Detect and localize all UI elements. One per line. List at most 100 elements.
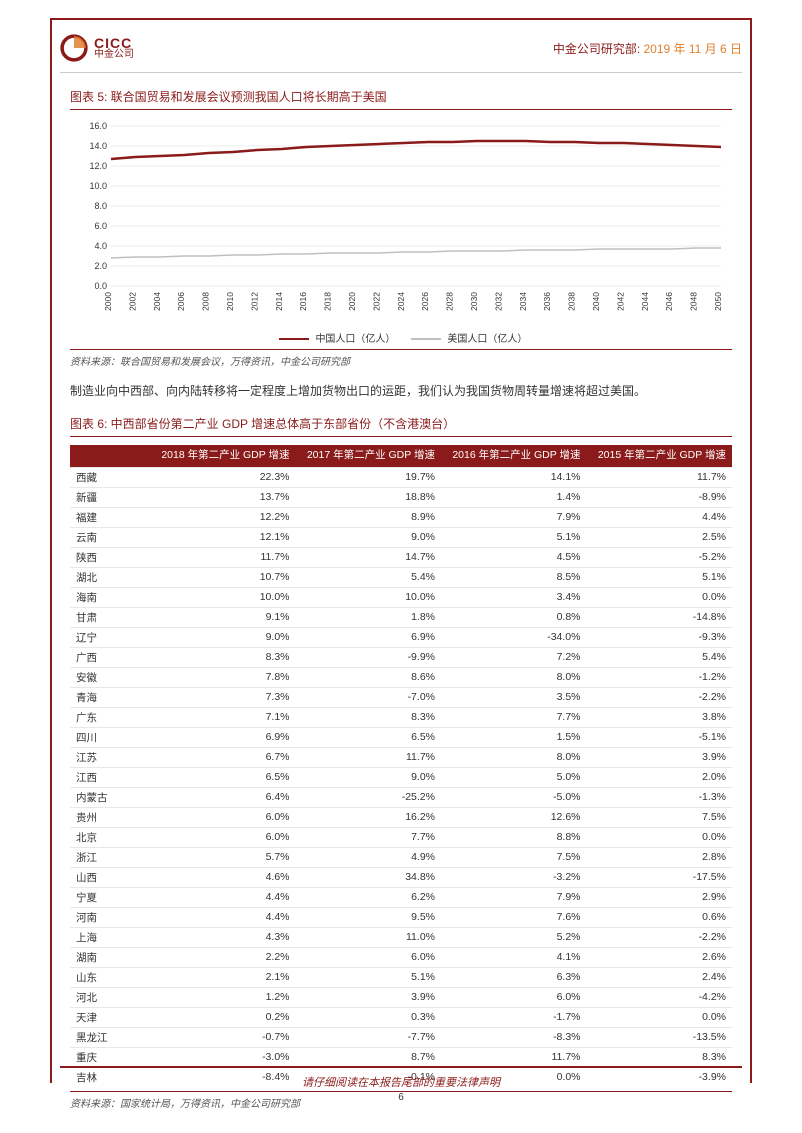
svg-text:2050: 2050 — [713, 292, 723, 311]
table-cell: 江苏 — [70, 747, 150, 767]
table-cell: -1.7% — [441, 1007, 587, 1027]
table-cell: 宁夏 — [70, 887, 150, 907]
table-cell: 3.4% — [441, 587, 587, 607]
table-cell: 0.0% — [587, 827, 733, 847]
svg-text:2032: 2032 — [493, 292, 503, 311]
table-cell: 5.4% — [296, 567, 442, 587]
table-cell: 广西 — [70, 647, 150, 667]
table-row: 江苏6.7%11.7%8.0%3.9% — [70, 747, 732, 767]
svg-text:2014: 2014 — [274, 292, 284, 311]
table-cell: 4.4% — [150, 887, 296, 907]
table-cell: 9.0% — [296, 767, 442, 787]
table-cell: 10.0% — [296, 587, 442, 607]
table-row: 福建12.2%8.9%7.9%4.4% — [70, 507, 732, 527]
table-cell: -2.2% — [587, 687, 733, 707]
table-cell: 7.9% — [441, 507, 587, 527]
page-header: CICC 中金公司 中金公司研究部: 2019 年 11 月 6 日 — [60, 28, 742, 68]
table-cell: 12.6% — [441, 807, 587, 827]
table-cell: 5.1% — [587, 567, 733, 587]
table-cell: 新疆 — [70, 487, 150, 507]
table-cell: 11.7% — [441, 1047, 587, 1067]
table-cell: 5.1% — [296, 967, 442, 987]
svg-text:4.0: 4.0 — [94, 241, 107, 251]
report-date: 2019 年 11 月 6 日 — [644, 42, 743, 56]
table-cell: 河南 — [70, 907, 150, 927]
table-cell: 11.7% — [587, 467, 733, 487]
table-cell: 7.5% — [587, 807, 733, 827]
table-cell: 2.9% — [587, 887, 733, 907]
table-cell: 2.6% — [587, 947, 733, 967]
svg-text:2010: 2010 — [225, 292, 235, 311]
dept-label: 中金公司研究部: — [553, 42, 640, 56]
table-cell: 江西 — [70, 767, 150, 787]
table-header-row: 2018 年第二产业 GDP 增速2017 年第二产业 GDP 增速2016 年… — [70, 445, 732, 467]
table-cell: 4.9% — [296, 847, 442, 867]
table-cell: 2.1% — [150, 967, 296, 987]
table-row: 新疆13.7%18.8%1.4%-8.9% — [70, 487, 732, 507]
svg-text:16.0: 16.0 — [89, 121, 107, 131]
table-cell: -25.2% — [296, 787, 442, 807]
table-cell: 3.9% — [587, 747, 733, 767]
table-cell: -8.9% — [587, 487, 733, 507]
footer-rule — [60, 1066, 742, 1068]
table-row: 河北1.2%3.9%6.0%-4.2% — [70, 987, 732, 1007]
table-row: 广西8.3%-9.9%7.2%5.4% — [70, 647, 732, 667]
table-cell: 7.6% — [441, 907, 587, 927]
footer-disclaimer: 请仔细阅读在本报告尾部的重要法律声明 — [60, 1074, 742, 1090]
table-cell: 2.5% — [587, 527, 733, 547]
table-col-header: 2016 年第二产业 GDP 增速 — [441, 445, 587, 467]
table-cell: 19.7% — [296, 467, 442, 487]
svg-text:0.0: 0.0 — [94, 281, 107, 291]
table-cell: 6.9% — [296, 627, 442, 647]
table-cell: 3.9% — [296, 987, 442, 1007]
table-cell: 9.1% — [150, 607, 296, 627]
svg-text:12.0: 12.0 — [89, 161, 107, 171]
table-cell: 14.7% — [296, 547, 442, 567]
table-row: 重庆-3.0%8.7%11.7%8.3% — [70, 1047, 732, 1067]
table-cell: 18.8% — [296, 487, 442, 507]
table-col-header — [70, 445, 150, 467]
svg-text:2040: 2040 — [591, 292, 601, 311]
table-cell: 2.0% — [587, 767, 733, 787]
svg-text:2016: 2016 — [298, 292, 308, 311]
svg-text:2012: 2012 — [249, 292, 259, 311]
table-cell: 安徽 — [70, 667, 150, 687]
table-cell: 2.2% — [150, 947, 296, 967]
cicc-logo-icon — [60, 34, 88, 62]
table-col-header: 2018 年第二产业 GDP 增速 — [150, 445, 296, 467]
table-row: 安徽7.8%8.6%8.0%-1.2% — [70, 667, 732, 687]
logo-text: CICC 中金公司 — [94, 36, 134, 60]
table-cell: 6.5% — [296, 727, 442, 747]
table-row: 浙江5.7%4.9%7.5%2.8% — [70, 847, 732, 867]
table-row: 西藏22.3%19.7%14.1%11.7% — [70, 467, 732, 487]
table-cell: 6.2% — [296, 887, 442, 907]
legend-swatch-us — [411, 338, 441, 340]
table-cell: 4.5% — [441, 547, 587, 567]
table-cell: 4.4% — [150, 907, 296, 927]
table-row: 辽宁9.0%6.9%-34.0%-9.3% — [70, 627, 732, 647]
table-cell: 重庆 — [70, 1047, 150, 1067]
table-cell: 0.6% — [587, 907, 733, 927]
table-cell: -7.0% — [296, 687, 442, 707]
table-row: 广东7.1%8.3%7.7%3.8% — [70, 707, 732, 727]
table-row: 四川6.9%6.5%1.5%-5.1% — [70, 727, 732, 747]
table-cell: -34.0% — [441, 627, 587, 647]
table-cell: 2.4% — [587, 967, 733, 987]
table-cell: 7.8% — [150, 667, 296, 687]
table-cell: 11.7% — [296, 747, 442, 767]
table-row: 山西4.6%34.8%-3.2%-17.5% — [70, 867, 732, 887]
table-cell: 12.2% — [150, 507, 296, 527]
svg-text:2006: 2006 — [176, 292, 186, 311]
table-cell: 13.7% — [150, 487, 296, 507]
table-cell: 7.2% — [441, 647, 587, 667]
table-cell: 7.7% — [296, 827, 442, 847]
table-cell: 6.5% — [150, 767, 296, 787]
svg-text:2028: 2028 — [445, 292, 455, 311]
svg-text:2042: 2042 — [615, 292, 625, 311]
table-row: 山东2.1%5.1%6.3%2.4% — [70, 967, 732, 987]
table-cell: 1.4% — [441, 487, 587, 507]
svg-text:14.0: 14.0 — [89, 141, 107, 151]
table-cell: 4.1% — [441, 947, 587, 967]
svg-text:6.0: 6.0 — [94, 221, 107, 231]
table-cell: 福建 — [70, 507, 150, 527]
